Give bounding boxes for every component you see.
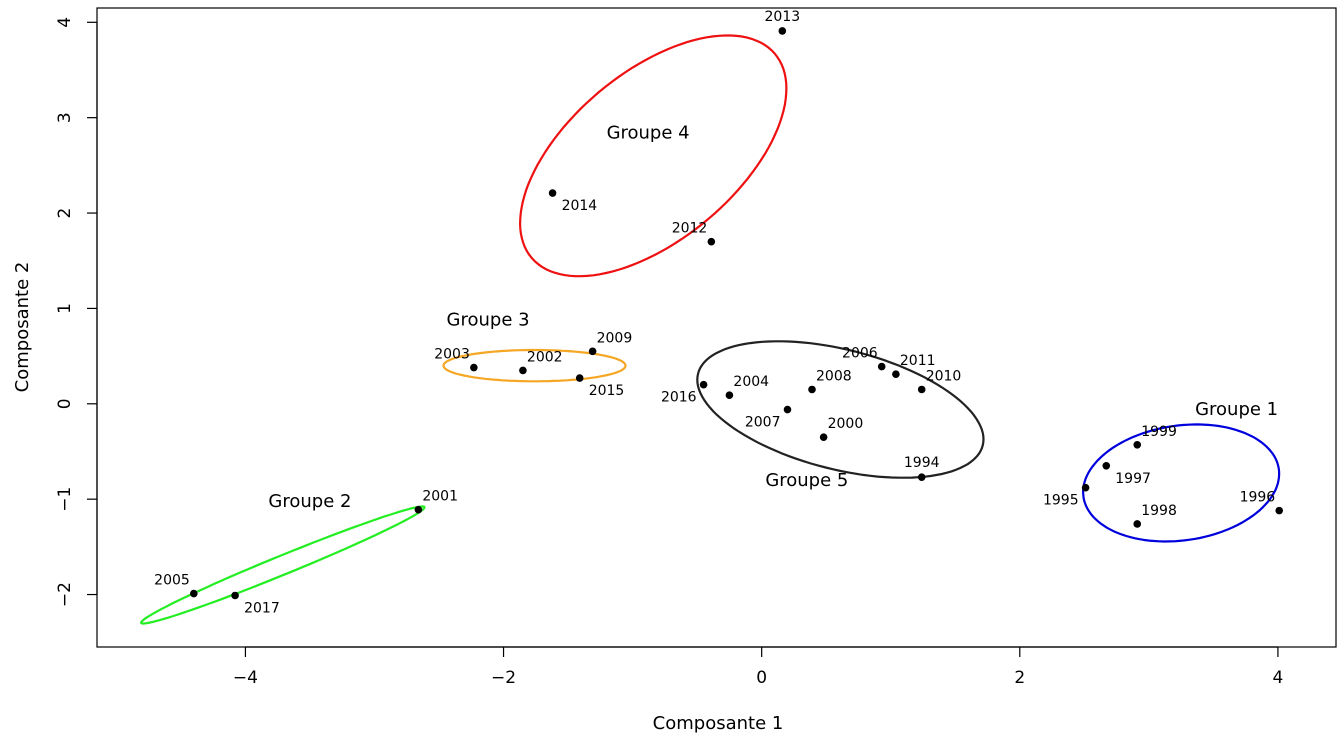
- point-label: 2008: [816, 368, 852, 384]
- data-point: [778, 27, 787, 35]
- x-tick-label: 0: [756, 668, 767, 688]
- y-tick-label: −1: [55, 487, 75, 512]
- x-tick-label: −4: [233, 668, 258, 688]
- y-tick-label: 0: [55, 398, 75, 409]
- data-point: [917, 473, 926, 482]
- point-label: 1997: [1115, 471, 1151, 487]
- group-label-1: Groupe 1: [1195, 399, 1278, 420]
- plot-frame: [96, 7, 1337, 648]
- data-point: [1133, 520, 1142, 528]
- x-tick-label: 4: [1273, 668, 1284, 688]
- point-label: 2002: [527, 349, 563, 365]
- data-point: [892, 370, 900, 379]
- point-label: 2016: [661, 390, 697, 406]
- x-axis: −4 −2 0 2 4: [233, 646, 1284, 688]
- point-label: 2009: [597, 330, 633, 346]
- point-label: 1998: [1141, 503, 1177, 519]
- group-ellipses: [140, 34, 1281, 625]
- y-axis-title: Composante 2: [12, 262, 33, 393]
- point-label: 2000: [828, 416, 864, 432]
- data-point: [699, 380, 708, 389]
- point-label: 2010: [926, 368, 962, 384]
- x-tick-label: −2: [491, 668, 516, 688]
- group-ellipse-1: [1081, 423, 1281, 543]
- data-point: [548, 189, 557, 197]
- group-ellipse-5: [696, 340, 985, 479]
- group-labels: Groupe 1 Groupe 2 Groupe 3 Groupe 4 Groupe 5: [268, 123, 1278, 512]
- group-label-4: Groupe 4: [607, 123, 690, 144]
- point-label: 2003: [434, 347, 470, 363]
- data-point: [1133, 441, 1142, 449]
- point-label: 2001: [422, 489, 458, 505]
- point-label: 2017: [244, 600, 280, 616]
- point-label: 2013: [765, 9, 801, 25]
- point-label: 2015: [589, 383, 625, 399]
- y-tick-label: 2: [55, 208, 75, 219]
- x-tick-label: 2: [1014, 668, 1025, 688]
- y-axis: −2 −1 0 1 2 3 4: [55, 17, 98, 607]
- point-label: 1994: [904, 455, 940, 471]
- group-label-2: Groupe 2: [268, 491, 351, 512]
- point-label: 1996: [1240, 490, 1276, 506]
- data-point: [808, 385, 816, 394]
- group-label-5: Groupe 5: [765, 470, 848, 491]
- data-point: [707, 237, 716, 246]
- point-labels: 1994 1995 1996 1997 1998 1999 2000 2001 2002 2003…: [154, 9, 1275, 617]
- x-axis-title: Composante 1: [653, 713, 784, 734]
- data-point: [575, 374, 584, 382]
- point-label: 2014: [562, 198, 598, 214]
- group-ellipse-2: [140, 505, 426, 625]
- group-label-3: Groupe 3: [447, 310, 530, 331]
- data-point: [917, 385, 926, 394]
- data-point: [470, 363, 478, 372]
- point-label: 2011: [900, 353, 936, 369]
- data-point: [819, 433, 828, 441]
- data-point: [1275, 506, 1284, 515]
- data-points: [189, 27, 1284, 600]
- data-point: [414, 505, 423, 514]
- point-label: 2007: [745, 415, 781, 431]
- y-tick-label: −2: [55, 582, 75, 607]
- data-point: [783, 405, 792, 414]
- point-label: 2012: [672, 221, 708, 237]
- point-label: 1999: [1141, 424, 1177, 440]
- data-point: [725, 391, 734, 400]
- y-tick-label: 1: [55, 303, 75, 314]
- group-ellipse-4: [518, 34, 788, 278]
- point-label: 2005: [154, 573, 190, 589]
- point-label: 2004: [733, 374, 769, 390]
- y-tick-label: 3: [55, 112, 75, 123]
- data-point: [1081, 483, 1090, 492]
- point-label: 1995: [1043, 493, 1079, 509]
- point-label: 2006: [842, 346, 878, 362]
- y-tick-label: 4: [55, 17, 75, 28]
- data-point: [231, 591, 239, 600]
- data-point: [877, 362, 886, 371]
- data-point: [1102, 461, 1111, 470]
- data-point: [519, 366, 527, 375]
- data-point: [189, 589, 198, 598]
- data-point: [588, 347, 597, 356]
